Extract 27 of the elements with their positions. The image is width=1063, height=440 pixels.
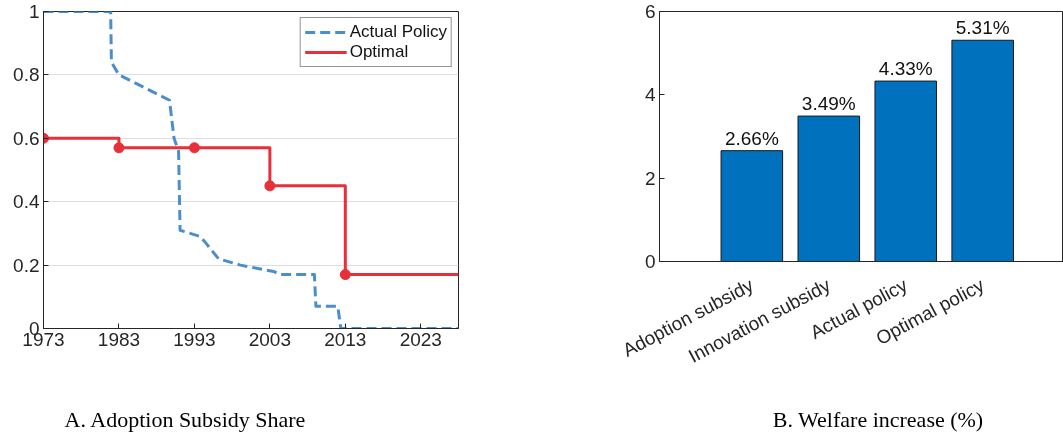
data-label: 2.66% [724, 127, 779, 149]
x-tick-label: 2023 [399, 328, 442, 350]
y-tick-label: 2 [644, 167, 656, 189]
y-tick-label: 0.2 [13, 254, 40, 276]
y-tick-label: 1 [28, 1, 40, 22]
point [264, 180, 276, 192]
y-tick-label: 4 [644, 84, 656, 106]
y-tick-label: 0.4 [13, 191, 40, 213]
data-label: 3.49% [801, 93, 856, 115]
data-label: 4.33% [878, 58, 933, 80]
x-tick-label: 1983 [97, 328, 141, 350]
point [113, 142, 125, 154]
x-tick-label: 2013 [324, 328, 367, 350]
legend-label: Actual Policy [349, 22, 447, 42]
legend-label: Optimal [349, 42, 409, 62]
point [339, 269, 351, 281]
y-tick-label: 0.8 [13, 64, 40, 86]
point [188, 142, 200, 154]
text: B. Welfare increase (%) [772, 407, 984, 433]
y-tick-label: 0 [644, 251, 656, 272]
data-label: 5.31% [955, 17, 1010, 39]
x-tick-label: 2003 [248, 328, 292, 350]
x-tick-label: 1993 [173, 328, 216, 350]
line-series [43, 11, 459, 329]
text: A. Adoption Subsidy Share [64, 407, 306, 433]
y-tick-label: 0.6 [13, 127, 40, 149]
y-tick-label: 6 [644, 1, 656, 22]
